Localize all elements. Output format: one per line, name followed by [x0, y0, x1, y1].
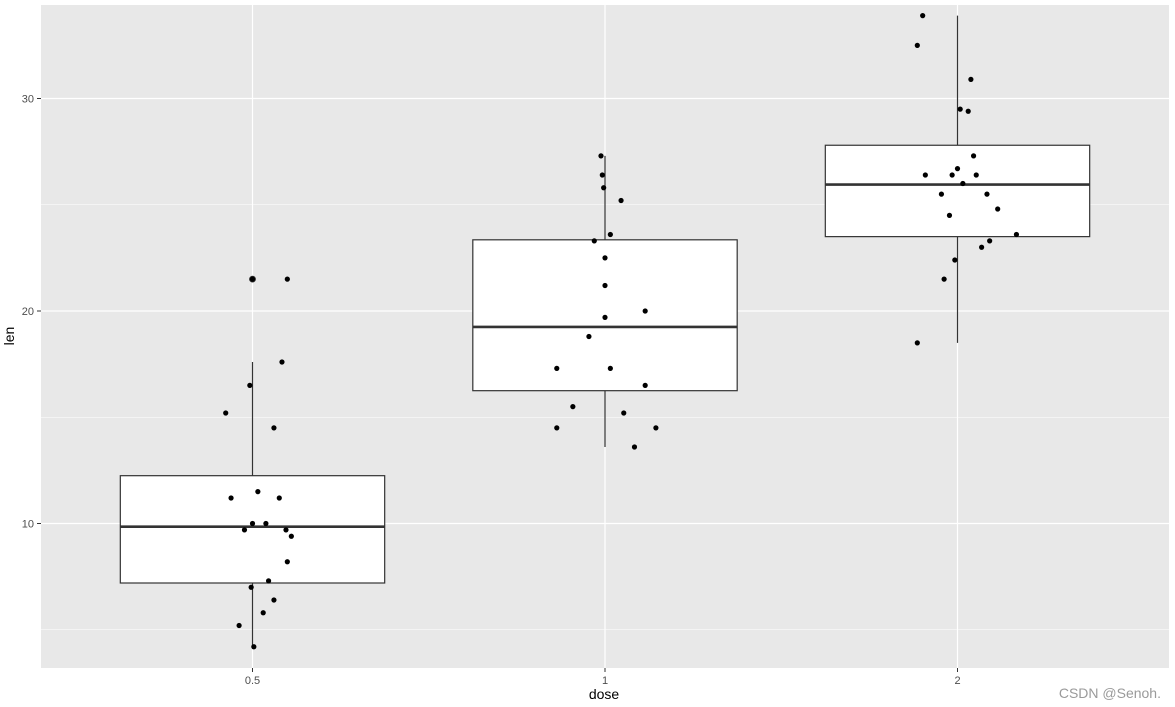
data-point [602, 314, 608, 320]
data-point [914, 42, 920, 48]
data-point [968, 76, 974, 82]
data-point [621, 410, 627, 416]
data-point [979, 244, 985, 250]
data-point [965, 108, 971, 114]
x-tick-label: 0.5 [245, 675, 260, 687]
box-iqr [119, 475, 386, 584]
box-iqr [824, 144, 1091, 238]
y-axis-title: len [1, 327, 17, 346]
data-point [607, 365, 613, 371]
data-point [954, 166, 961, 172]
data-point [920, 13, 926, 19]
data-point [271, 597, 277, 603]
data-point [914, 340, 920, 346]
data-point [279, 359, 285, 365]
data-point [223, 410, 229, 416]
data-point [946, 212, 953, 218]
y-tick-label: 10 [22, 519, 34, 531]
x-axis: 0.5 1 2 [245, 668, 961, 687]
data-point [263, 520, 269, 527]
data-point [570, 404, 576, 410]
data-point [554, 365, 560, 371]
x-tick-label: 1 [602, 675, 608, 687]
data-point [618, 197, 624, 204]
data-point [249, 276, 256, 282]
data-point [601, 185, 607, 191]
data-point [949, 172, 955, 178]
data-point [271, 425, 277, 431]
watermark-text: CSDN @Senoh. [1058, 685, 1161, 701]
data-point [952, 257, 958, 263]
data-point [598, 153, 604, 159]
data-point [236, 622, 242, 629]
data-point [599, 172, 605, 178]
data-point [265, 578, 272, 584]
data-point [251, 644, 257, 650]
data-point [987, 238, 993, 244]
y-tick-label: 30 [22, 94, 34, 106]
data-point [938, 191, 945, 197]
x-tick-label: 2 [954, 675, 960, 687]
data-point [247, 382, 253, 388]
data-point [602, 255, 608, 261]
data-point [995, 206, 1001, 212]
data-point [276, 495, 282, 501]
data-point [288, 533, 294, 539]
data-point [941, 276, 947, 282]
data-point [586, 333, 592, 340]
x-axis-title: dose [589, 686, 620, 702]
data-point [970, 153, 977, 159]
data-point [1013, 231, 1020, 238]
y-tick-label: 20 [22, 306, 34, 318]
data-point [255, 489, 261, 495]
y-axis: 10 20 30 [22, 94, 41, 531]
data-point [957, 106, 963, 112]
data-point [241, 527, 248, 533]
data-point [973, 172, 979, 178]
data-point [248, 584, 254, 590]
data-point [642, 382, 648, 388]
data-point [607, 231, 613, 238]
data-point [249, 520, 256, 527]
data-point [602, 282, 608, 289]
data-point [591, 238, 597, 244]
data-point [554, 425, 560, 431]
data-point [283, 527, 289, 533]
data-point [284, 559, 290, 565]
data-point [653, 425, 659, 431]
data-point [631, 444, 638, 450]
data-point [228, 495, 234, 501]
data-point [960, 180, 966, 187]
data-point [984, 191, 990, 197]
points-layer [223, 13, 1020, 650]
data-point [284, 276, 290, 282]
data-point [922, 172, 928, 178]
data-point [642, 308, 648, 314]
data-point [260, 610, 266, 616]
